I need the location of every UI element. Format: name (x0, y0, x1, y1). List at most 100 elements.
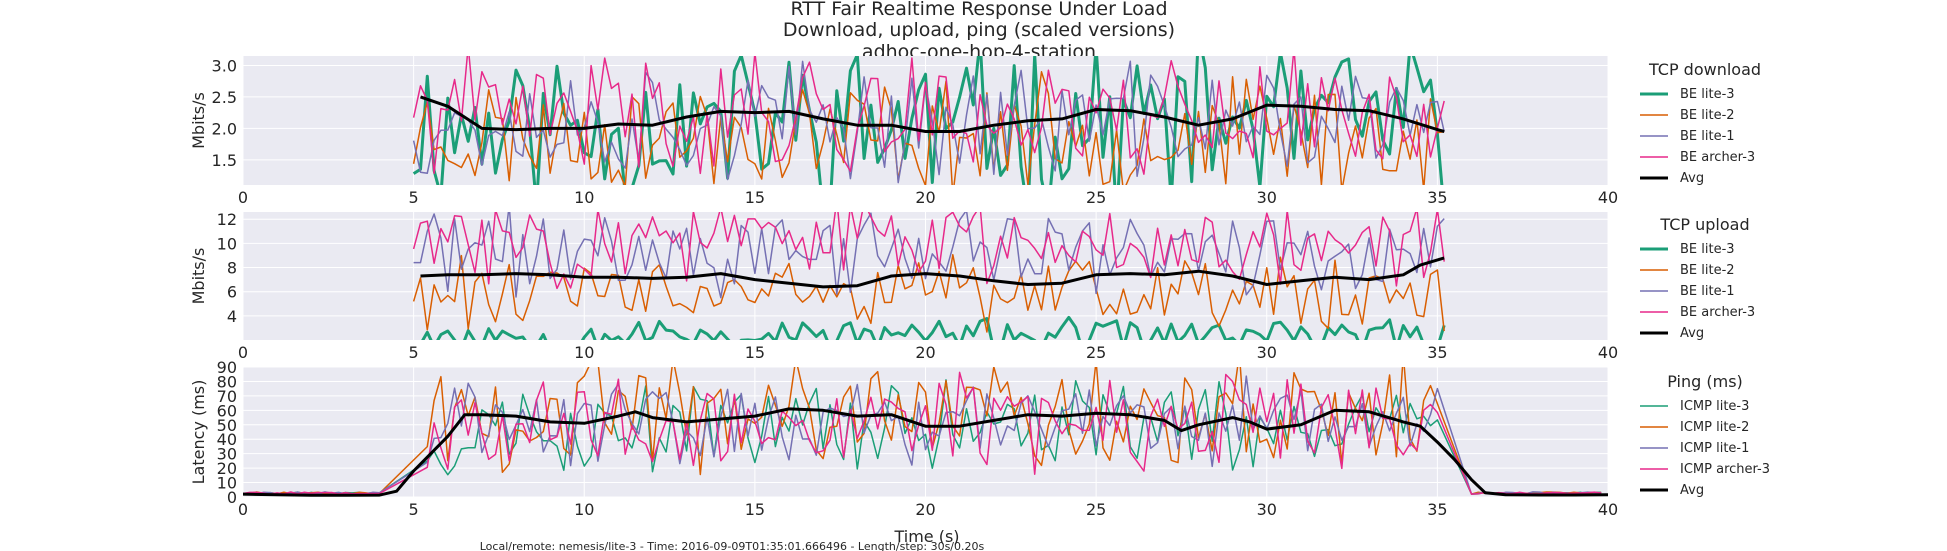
legend-title: TCP upload (1659, 215, 1749, 234)
x-tick-label: 40 (1598, 343, 1618, 362)
x-tick-label: 10 (574, 188, 594, 207)
legend: Ping (ms) ICMP lite-3 ICMP lite-2 ICMP lite… (1640, 372, 1770, 498)
legend-label: ICMP lite-1 (1680, 441, 1749, 456)
legend-label: ICMP archer-3 (1680, 462, 1770, 477)
legend-item: ICMP archer-3 (1640, 462, 1770, 477)
y-axis-label: Mbits/s (189, 92, 208, 149)
y-tick-label: 50 (217, 416, 237, 435)
x-tick-label: 0 (238, 188, 248, 207)
legend-item: BE lite-1 (1640, 284, 1735, 299)
y-tick-label: 3.0 (212, 56, 237, 75)
y-tick-labels: 1.5 2.0 2.5 3.0 (212, 56, 237, 169)
y-axis-label: Latency (ms) (189, 380, 208, 485)
title-line-2: Download, upload, ping (scaled versions) (783, 19, 1175, 41)
x-axis-label: Time (s) (893, 527, 959, 546)
x-tick-label: 35 (1427, 343, 1447, 362)
series-group (412, 56, 1445, 185)
legend-label: BE lite-1 (1680, 129, 1735, 144)
legend-item: BE lite-1 (1640, 129, 1735, 144)
x-tick-labels: 0 5 10 15 20 25 30 35 40 (238, 343, 1618, 362)
legend: TCP upload BE lite-3 BE lite-2 BE lite-1 BE … (1640, 215, 1755, 341)
series-line-avg (420, 95, 1445, 133)
ping-panel: 0 5 10 15 20 25 30 35 400102030405060708090Laten… (189, 358, 1770, 519)
y-tick-labels: 4 6 8 10 12 (217, 210, 237, 326)
legend-title: TCP download (1648, 60, 1761, 79)
legend-item: ICMP lite-1 (1640, 441, 1749, 456)
series-line-avg (243, 407, 1608, 497)
y-axis-label: Mbits/s (189, 248, 208, 305)
x-tick-label: 30 (1257, 500, 1277, 519)
y-tick-label: 20 (217, 459, 237, 478)
legend-label: BE lite-2 (1680, 263, 1735, 278)
x-tick-label: 25 (1086, 188, 1106, 207)
x-tick-label: 5 (409, 188, 419, 207)
y-tick-label: 80 (217, 372, 237, 391)
x-tick-label: 0 (238, 343, 248, 362)
x-tick-label: 25 (1086, 343, 1106, 362)
y-tick-label: 8 (227, 259, 237, 278)
legend-item: ICMP lite-2 (1640, 420, 1749, 435)
x-tick-label: 0 (238, 500, 248, 519)
y-tick-label: 40 (217, 430, 237, 449)
y-tick-label: 70 (217, 387, 237, 406)
y-tick-label: 2.5 (212, 88, 237, 107)
x-tick-label: 10 (574, 500, 594, 519)
legend-label: BE lite-3 (1680, 87, 1735, 102)
legend: TCP download BE lite-3 BE lite-2 BE lite-1 B… (1640, 60, 1761, 186)
x-tick-label: 15 (745, 188, 765, 207)
legend-item: BE lite-3 (1640, 242, 1735, 257)
x-tick-labels: 0 5 10 15 20 25 30 35 40 (238, 188, 1618, 207)
y-tick-label: 30 (217, 445, 237, 464)
x-tick-label: 5 (409, 500, 419, 519)
legend-label: Avg (1680, 326, 1704, 341)
y-tick-label: 0 (227, 488, 237, 507)
series-line-be-lite-3 (421, 315, 1446, 340)
x-tick-label: 35 (1427, 188, 1447, 207)
x-tick-label: 30 (1257, 188, 1277, 207)
title-line-1: RTT Fair Realtime Response Under Load (790, 0, 1167, 20)
legend-label: BE archer-3 (1680, 150, 1755, 165)
x-tick-label: 20 (915, 500, 935, 519)
series-line-be-lite-1 (412, 60, 1445, 184)
x-tick-label: 10 (574, 343, 594, 362)
x-tick-label: 25 (1086, 500, 1106, 519)
series-line-avg (420, 256, 1445, 289)
x-tick-label: 20 (915, 188, 935, 207)
x-tick-label: 20 (915, 343, 935, 362)
legend-label: Avg (1680, 171, 1704, 186)
y-tick-label: 1.5 (212, 151, 237, 170)
x-tick-label: 40 (1598, 188, 1618, 207)
legend-label: BE archer-3 (1680, 305, 1755, 320)
legend-item: ICMP lite-3 (1640, 399, 1749, 414)
y-tick-label: 4 (227, 307, 237, 326)
y-tick-label: 10 (217, 474, 237, 493)
legend-item: BE archer-3 (1640, 150, 1755, 165)
footer-text: Local/remote: nemesis/lite-3 - Time: 201… (480, 540, 985, 551)
y-tick-label: 60 (217, 401, 237, 420)
x-tick-label: 35 (1427, 500, 1447, 519)
series-line-be-lite-1 (413, 212, 1445, 299)
y-tick-label: 12 (217, 210, 237, 229)
legend-item: BE archer-3 (1640, 305, 1755, 320)
legend-item: Avg (1640, 171, 1704, 186)
legend-item: BE lite-2 (1640, 263, 1735, 278)
upload-panel: 0 5 10 15 20 25 30 35 40 4 6 8 10 12 Mbits/s TCP upload… (189, 210, 1755, 362)
legend-label: ICMP lite-2 (1680, 420, 1749, 435)
x-tick-label: 40 (1598, 500, 1618, 519)
legend-item: Avg (1640, 326, 1704, 341)
figure-title: RTT Fair Realtime Response Under Load Do… (783, 0, 1175, 63)
legend-label: Avg (1680, 483, 1704, 498)
x-tick-label: 5 (409, 343, 419, 362)
legend-label: BE lite-3 (1680, 242, 1735, 257)
series-group (412, 212, 1446, 340)
series-line-be-archer-3 (412, 56, 1445, 175)
x-tick-labels: 0 5 10 15 20 25 30 35 40 (238, 500, 1618, 519)
x-tick-label: 30 (1257, 343, 1277, 362)
y-tick-label: 6 (227, 283, 237, 302)
legend-label: BE lite-2 (1680, 108, 1735, 123)
y-tick-label: 10 (217, 234, 237, 253)
legend-title: Ping (ms) (1667, 372, 1743, 391)
